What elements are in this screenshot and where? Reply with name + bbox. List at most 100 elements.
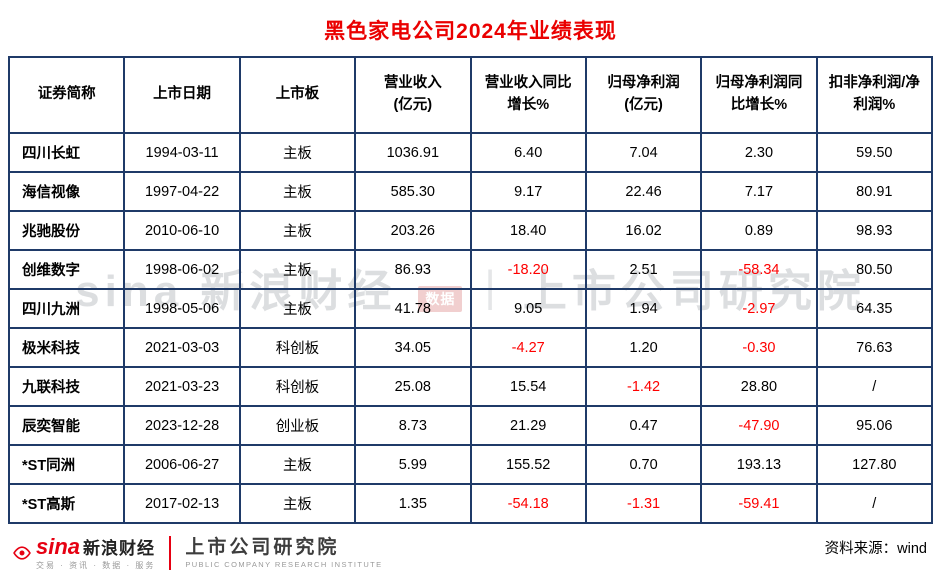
data-cell: 18.40 bbox=[469, 210, 587, 251]
data-cell: 25.08 bbox=[354, 366, 472, 407]
data-cell: 1998-05-06 bbox=[123, 288, 241, 329]
column-header: 营业收入 (亿元) bbox=[354, 56, 472, 134]
stock-name-cell: *ST高斯 bbox=[7, 483, 126, 524]
data-cell: 80.50 bbox=[815, 249, 934, 290]
data-cell: 76.63 bbox=[815, 327, 934, 368]
data-cell: 科创板 bbox=[238, 366, 357, 407]
footer: sina 新浪财经 交易 · 资讯 · 数据 · 服务 上市公司研究院 PUBL… bbox=[0, 527, 941, 585]
table-row: *ST同洲 2006-06-27 主板 5.99 155.52 0.70 193.13 127… bbox=[7, 444, 934, 485]
stock-name-cell: 九联科技 bbox=[7, 366, 126, 407]
data-cell: 2.51 bbox=[584, 249, 703, 290]
data-cell: 7.04 bbox=[584, 132, 703, 173]
table-row: 创维数字 1998-06-02 主板 86.93 -18.20 2.51 -58.34 80.… bbox=[7, 249, 934, 290]
data-cell: -1.42 bbox=[584, 366, 703, 407]
table-row: 海信视像 1997-04-22 主板 585.30 9.17 22.46 7.17 80.91 bbox=[7, 171, 934, 212]
data-cell: 1.20 bbox=[584, 327, 703, 368]
table-row: *ST高斯 2017-02-13 主板 1.35 -54.18 -1.31 -59.41/ bbox=[7, 483, 934, 524]
data-cell: 0.89 bbox=[700, 210, 818, 251]
column-header: 扣非净利润/净 利润% bbox=[815, 56, 934, 134]
data-cell: 155.52 bbox=[469, 444, 587, 485]
data-cell: -59.41 bbox=[700, 483, 818, 524]
data-cell: -2.97 bbox=[700, 288, 818, 329]
data-cell: 1994-03-11 bbox=[123, 132, 241, 173]
sina-tagline: 交易 · 资讯 · 数据 · 服务 bbox=[36, 561, 156, 571]
data-cell: 主板 bbox=[238, 288, 357, 329]
data-cell: 2006-06-27 bbox=[123, 444, 241, 485]
data-cell: 2023-12-28 bbox=[123, 405, 241, 446]
data-cell: 7.17 bbox=[700, 171, 818, 212]
data-cell: 科创板 bbox=[238, 327, 357, 368]
column-header: 证券简称 bbox=[7, 56, 126, 134]
table-row: 四川长虹 1994-03-11 主板 1036.91 6.40 7.04 2.30 59.50 bbox=[7, 132, 934, 173]
data-cell: -1.31 bbox=[584, 483, 703, 524]
data-cell: 2017-02-13 bbox=[123, 483, 241, 524]
data-cell: 1998-06-02 bbox=[123, 249, 241, 290]
data-cell: 2021-03-23 bbox=[123, 366, 241, 407]
data-cell: 98.93 bbox=[815, 210, 934, 251]
stock-name-cell: 海信视像 bbox=[7, 171, 126, 212]
sina-brand-name: 新浪财经 bbox=[83, 539, 156, 558]
data-cell: 203.26 bbox=[354, 210, 472, 251]
data-cell: 16.02 bbox=[584, 210, 703, 251]
page-title: 黑色家电公司2024年业绩表现 bbox=[324, 20, 617, 43]
data-cell: 9.17 bbox=[469, 171, 587, 212]
data-cell: 0.70 bbox=[584, 444, 703, 485]
data-cell: / bbox=[815, 483, 934, 524]
data-cell: 41.78 bbox=[354, 288, 472, 329]
data-cell: 0.47 bbox=[584, 405, 703, 446]
data-cell: 86.93 bbox=[354, 249, 472, 290]
data-cell: 2021-03-03 bbox=[123, 327, 241, 368]
data-cell: 主板 bbox=[238, 171, 357, 212]
table-row: 九联科技 2021-03-23 科创板 25.08 15.54 -1.42 28.80/ bbox=[7, 366, 934, 407]
data-cell: 1.35 bbox=[354, 483, 472, 524]
performance-table: 证券简称 上市日期 上市板 营业收入 (亿元) 营业收入同比 增长% 归母净利润 (亿元)… bbox=[7, 56, 934, 524]
column-header: 归母净利润同 比增长% bbox=[700, 56, 818, 134]
data-cell: 64.35 bbox=[815, 288, 934, 329]
stock-name-cell: 四川长虹 bbox=[7, 132, 126, 173]
column-header: 营业收入同比 增长% bbox=[469, 56, 587, 134]
footer-logos: sina 新浪财经 交易 · 资讯 · 数据 · 服务 上市公司研究院 PUBL… bbox=[12, 534, 383, 571]
footer-logo-divider bbox=[169, 535, 172, 570]
stock-name-cell: 四川九洲 bbox=[7, 288, 126, 329]
data-source: 资料来源：wind bbox=[824, 541, 927, 557]
data-cell: 34.05 bbox=[354, 327, 472, 368]
data-cell: -47.90 bbox=[700, 405, 818, 446]
data-cell: 主板 bbox=[238, 249, 357, 290]
data-cell: 28.80 bbox=[700, 366, 818, 407]
stock-name-cell: 兆驰股份 bbox=[7, 210, 126, 251]
data-cell: 主板 bbox=[238, 132, 357, 173]
data-cell: 1036.91 bbox=[354, 132, 472, 173]
table-row: 四川九洲 1998-05-06 主板 41.78 9.05 1.94 -2.97 64.35 bbox=[7, 288, 934, 329]
data-cell: 80.91 bbox=[815, 171, 934, 212]
data-cell: 2010-06-10 bbox=[123, 210, 241, 251]
data-cell: 2.30 bbox=[700, 132, 818, 173]
data-cell: 21.29 bbox=[469, 405, 587, 446]
sina-logo: sina 新浪财经 交易 · 资讯 · 数据 · 服务 bbox=[12, 534, 156, 571]
data-cell: 6.40 bbox=[469, 132, 587, 173]
table-row: 兆驰股份 2010-06-10 主板 203.26 18.40 16.02 0.89 98.9… bbox=[7, 210, 934, 251]
data-cell: 95.06 bbox=[815, 405, 934, 446]
data-cell: 9.05 bbox=[469, 288, 587, 329]
stock-name-cell: 极米科技 bbox=[7, 327, 126, 368]
stock-name-cell: 创维数字 bbox=[7, 249, 126, 290]
sina-brand-block: sina 新浪财经 交易 · 资讯 · 数据 · 服务 bbox=[36, 534, 156, 571]
data-cell: 5.99 bbox=[354, 444, 472, 485]
column-header: 上市日期 bbox=[123, 56, 241, 134]
data-cell: 22.46 bbox=[584, 171, 703, 212]
table-row: 辰奕智能 2023-12-28 创业板 8.73 21.29 0.47 -47.90 95.0… bbox=[7, 405, 934, 446]
data-cell: -58.34 bbox=[700, 249, 818, 290]
data-cell: 主板 bbox=[238, 444, 357, 485]
data-cell: 8.73 bbox=[354, 405, 472, 446]
stock-name-cell: *ST同洲 bbox=[7, 444, 126, 485]
data-cell: 创业板 bbox=[238, 405, 357, 446]
data-cell: 15.54 bbox=[469, 366, 587, 407]
column-header: 上市板 bbox=[238, 56, 357, 134]
table-head: 证券简称 上市日期 上市板 营业收入 (亿元) 营业收入同比 增长% 归母净利润 (亿元)… bbox=[7, 56, 934, 134]
data-cell: -4.27 bbox=[469, 327, 587, 368]
data-cell: -54.18 bbox=[469, 483, 587, 524]
data-cell: / bbox=[815, 366, 934, 407]
table-head-row: 证券简称 上市日期 上市板 营业收入 (亿元) 营业收入同比 增长% 归母净利润 (亿元)… bbox=[7, 56, 934, 134]
data-cell: 1.94 bbox=[584, 288, 703, 329]
column-header: 归母净利润 (亿元) bbox=[584, 56, 703, 134]
stock-name-cell: 辰奕智能 bbox=[7, 405, 126, 446]
